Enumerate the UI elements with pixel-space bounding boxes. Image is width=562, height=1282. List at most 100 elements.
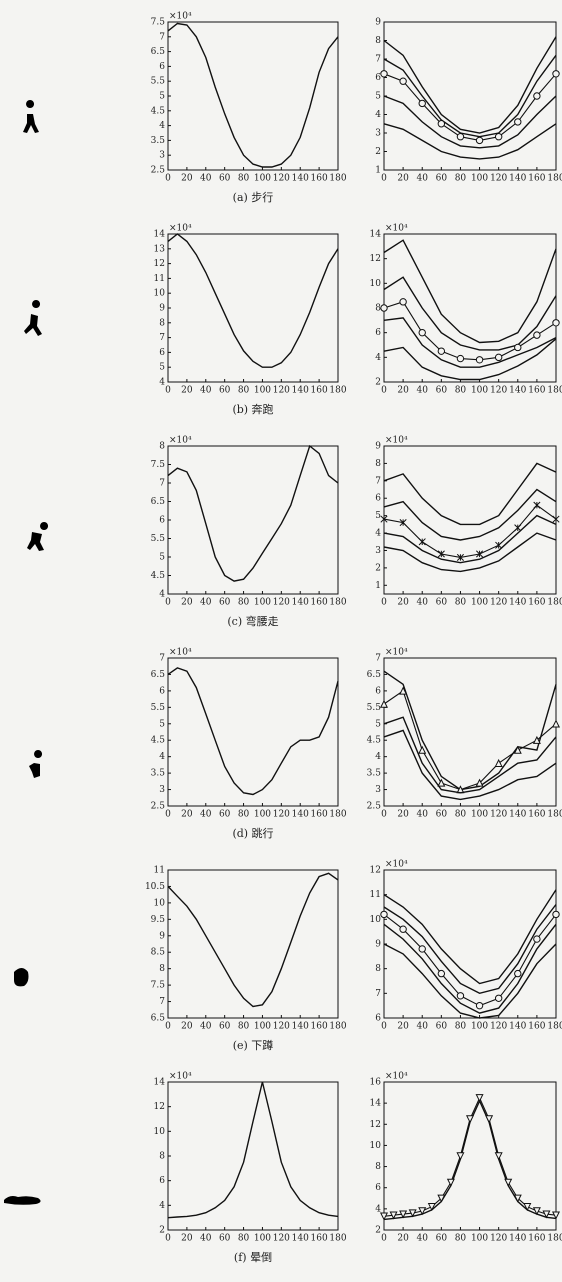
y-tick-label: 12 bbox=[370, 1120, 381, 1130]
y-tick-label: 6 bbox=[375, 494, 381, 504]
plot-area bbox=[168, 1082, 338, 1230]
marker bbox=[457, 993, 463, 999]
x-tick-label: 100 bbox=[471, 1022, 488, 1032]
marker bbox=[486, 1116, 492, 1122]
y-tick-label: 7.5 bbox=[151, 18, 166, 28]
y-tick-label: 2 bbox=[375, 1226, 381, 1236]
y-tick-label: 4 bbox=[375, 353, 381, 363]
x-tick-label: 120 bbox=[490, 1022, 507, 1032]
x-tick-label: 60 bbox=[436, 598, 448, 608]
y-tick-label: 4 bbox=[375, 110, 381, 120]
y-tick-label: 6 bbox=[375, 328, 381, 338]
y-exponent: ×10⁴ bbox=[169, 1072, 192, 1082]
x-tick-label: 140 bbox=[509, 386, 526, 396]
y-tick-label: 12 bbox=[154, 259, 165, 269]
x-tick-label: 120 bbox=[273, 174, 290, 184]
x-tick-label: 20 bbox=[181, 1234, 193, 1244]
y-tick-label: 6.5 bbox=[151, 1014, 166, 1024]
x-tick-label: 180 bbox=[329, 598, 346, 608]
x-tick-label: 80 bbox=[238, 1234, 250, 1244]
y-tick-label: 9 bbox=[375, 442, 381, 452]
x-tick-label: 0 bbox=[165, 386, 171, 396]
x-tick-label: 100 bbox=[254, 386, 271, 396]
x-tick-label: 120 bbox=[273, 810, 290, 820]
series-line bbox=[384, 717, 556, 793]
y-tick-label: 2.5 bbox=[367, 802, 382, 812]
y-tick-label: 4.5 bbox=[151, 736, 166, 746]
x-tick-label: 20 bbox=[181, 174, 193, 184]
series-line bbox=[168, 873, 338, 1006]
y-tick-label: 7.5 bbox=[151, 460, 166, 470]
marker bbox=[515, 119, 521, 125]
x-tick-label: 0 bbox=[165, 174, 171, 184]
silhouette bbox=[24, 300, 42, 336]
y-tick-label: 7 bbox=[159, 32, 165, 42]
x-tick-label: 180 bbox=[547, 386, 562, 396]
plot-area bbox=[168, 446, 338, 594]
y-tick-label: 10.5 bbox=[145, 882, 165, 892]
marker bbox=[457, 134, 463, 140]
silhouette bbox=[27, 522, 48, 551]
y-tick-label: 5 bbox=[159, 363, 165, 373]
x-tick-label: 180 bbox=[329, 1022, 346, 1032]
x-tick-label: 160 bbox=[311, 1234, 328, 1244]
x-tick-label: 0 bbox=[381, 386, 387, 396]
y-tick-label: 2 bbox=[159, 1226, 165, 1236]
x-tick-label: 20 bbox=[181, 598, 193, 608]
x-tick-label: 0 bbox=[165, 810, 171, 820]
subplot: 0204060801001201401601802.533.544.555.56… bbox=[367, 648, 562, 820]
x-tick-label: 0 bbox=[165, 1022, 171, 1032]
series-line bbox=[168, 668, 338, 795]
x-tick-label: 160 bbox=[528, 1234, 545, 1244]
series-line bbox=[168, 24, 338, 168]
marker bbox=[457, 355, 463, 361]
y-tick-label: 8 bbox=[159, 1152, 165, 1162]
x-tick-label: 60 bbox=[219, 598, 231, 608]
marker bbox=[381, 305, 387, 311]
x-tick-label: 100 bbox=[471, 598, 488, 608]
marker bbox=[553, 71, 559, 77]
y-tick-label: 6 bbox=[375, 73, 381, 83]
x-tick-label: 20 bbox=[181, 1022, 193, 1032]
y-tick-label: 3 bbox=[375, 129, 381, 139]
subplot: 020406080100120140160180246810121416×10⁴ bbox=[370, 1072, 562, 1244]
series-line bbox=[384, 505, 556, 557]
x-tick-label: 180 bbox=[547, 810, 562, 820]
x-tick-label: 160 bbox=[528, 810, 545, 820]
y-exponent: ×10⁴ bbox=[385, 648, 408, 658]
marker bbox=[400, 299, 406, 305]
x-tick-label: 20 bbox=[181, 810, 193, 820]
x-tick-label: 40 bbox=[416, 1234, 428, 1244]
y-tick-label: 4.5 bbox=[151, 571, 166, 581]
marker bbox=[419, 946, 425, 952]
series-line bbox=[384, 671, 556, 789]
marker bbox=[476, 357, 482, 363]
y-exponent: ×10⁴ bbox=[385, 436, 408, 446]
marker bbox=[495, 760, 501, 766]
x-tick-label: 140 bbox=[292, 386, 309, 396]
x-tick-label: 0 bbox=[165, 598, 171, 608]
x-tick-label: 40 bbox=[200, 386, 212, 396]
y-tick-label: 2.5 bbox=[151, 166, 166, 176]
subplot: 0204060801001201401601804567891011121314… bbox=[154, 224, 347, 396]
y-tick-label: 3 bbox=[159, 151, 165, 161]
silhouette bbox=[29, 750, 42, 778]
marker bbox=[476, 137, 482, 143]
x-tick-label: 40 bbox=[416, 174, 428, 184]
x-tick-label: 120 bbox=[490, 386, 507, 396]
marker bbox=[457, 1153, 463, 1159]
marker bbox=[419, 539, 425, 545]
x-tick-label: 140 bbox=[509, 1022, 526, 1032]
x-tick-label: 140 bbox=[509, 810, 526, 820]
y-tick-label: 8 bbox=[375, 36, 381, 46]
marker bbox=[495, 354, 501, 360]
y-tick-label: 4 bbox=[159, 590, 165, 600]
y-tick-label: 14 bbox=[154, 1078, 166, 1088]
x-tick-label: 180 bbox=[547, 1234, 562, 1244]
y-tick-label: 7 bbox=[375, 476, 381, 486]
y-tick-label: 3.5 bbox=[151, 769, 166, 779]
y-tick-label: 9.5 bbox=[151, 915, 166, 925]
marker bbox=[438, 348, 444, 354]
series-line bbox=[384, 905, 556, 994]
